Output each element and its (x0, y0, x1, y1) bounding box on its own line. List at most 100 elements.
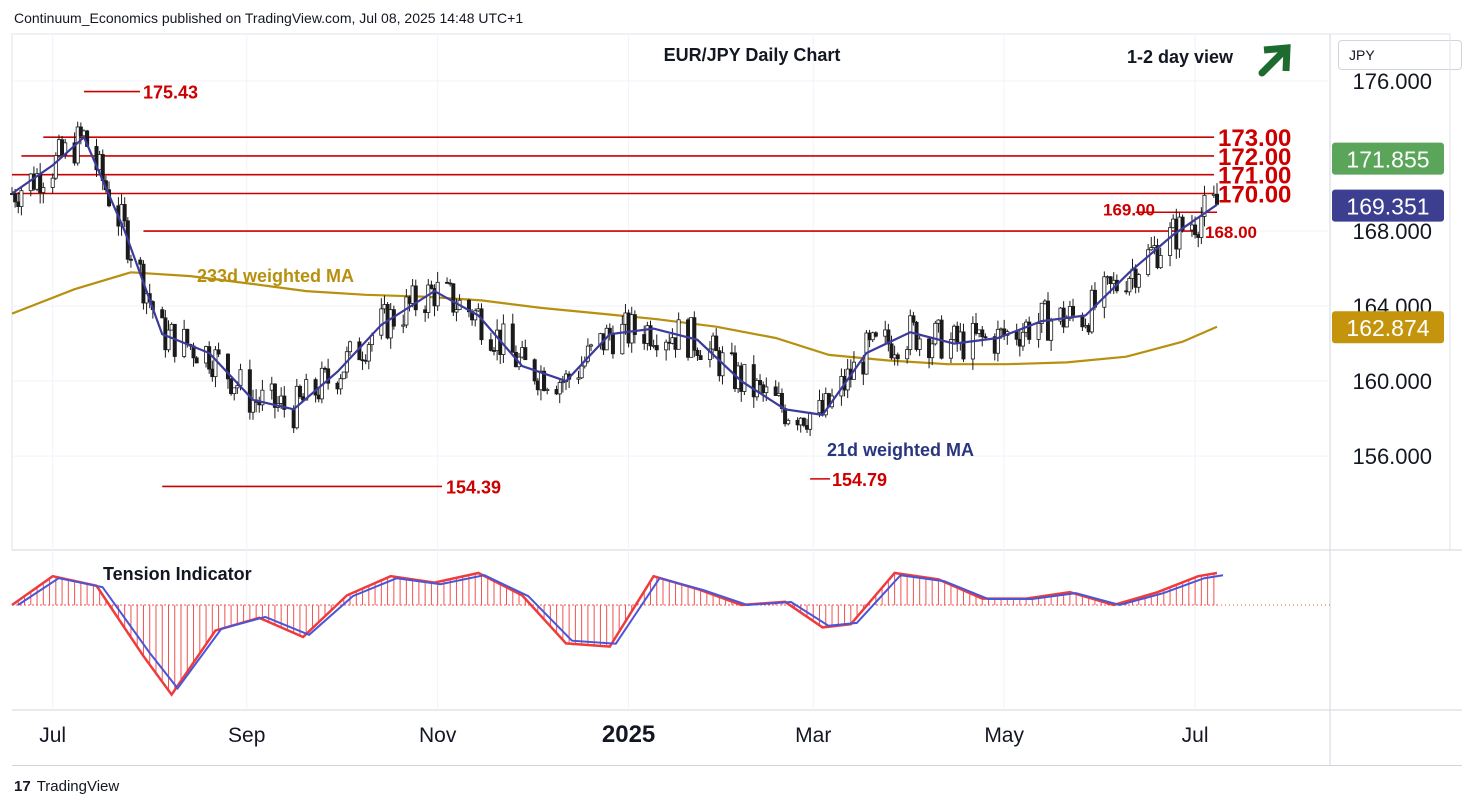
candle-body (41, 187, 46, 193)
candle-body (1086, 325, 1091, 333)
candle-body (554, 388, 559, 395)
candle-body (1177, 216, 1182, 250)
candle-body (448, 282, 453, 285)
candle-body (297, 385, 302, 398)
x-tick-label: Jul (39, 724, 66, 747)
candle-body (272, 383, 277, 408)
candle-body (413, 285, 418, 311)
candle-body (761, 384, 766, 394)
candle-body (16, 201, 21, 207)
price-badge (1332, 311, 1444, 344)
candle-body (338, 378, 343, 390)
candle-body (670, 337, 675, 344)
candle-body (1168, 227, 1173, 256)
level-label: 171.00 (1218, 163, 1291, 190)
candle-body (958, 331, 963, 344)
price-badge (1332, 142, 1444, 175)
candle-body (1036, 323, 1041, 340)
candle-body (1124, 290, 1129, 293)
candle-body (335, 382, 340, 390)
candle-body (714, 335, 719, 352)
level-label: 170.00 (1218, 181, 1291, 208)
candle-body (210, 368, 215, 378)
candle-body (523, 347, 528, 361)
candle-body (388, 309, 393, 339)
candle-body (983, 336, 988, 339)
candle-body (491, 350, 496, 352)
candle-body (1193, 224, 1198, 236)
candle-body (1111, 279, 1116, 285)
candle-body (873, 332, 878, 337)
candle-body (654, 345, 659, 351)
candle-body (260, 389, 265, 406)
candle-body (1171, 218, 1176, 229)
candle-body (560, 381, 565, 384)
candle-body (404, 296, 409, 326)
candle-body (911, 315, 916, 323)
price-badge-label: 169.351 (1346, 194, 1429, 220)
tension-line-slow (17, 574, 1224, 690)
candle-body (476, 308, 481, 312)
candle-body (229, 378, 234, 395)
price-badge-label: 162.874 (1346, 315, 1429, 341)
candle-body (808, 412, 813, 430)
candle-body (542, 370, 547, 391)
x-tick-label: Mar (795, 724, 831, 747)
level-label: 168.00 (1205, 223, 1257, 242)
candle-body (795, 419, 800, 426)
candle-body (861, 361, 866, 375)
candle-body (122, 204, 127, 222)
candle-body (1039, 302, 1044, 324)
x-tick-label: Jul (1182, 724, 1209, 747)
candle-body (216, 349, 221, 355)
currency-selector[interactable]: JPY (1338, 40, 1462, 70)
candle-body (1215, 193, 1220, 205)
candle-body (13, 193, 18, 203)
candle-body (995, 328, 1000, 354)
arrow-shaft (1258, 47, 1288, 77)
candle-body (999, 328, 1004, 331)
candle-body (60, 139, 65, 156)
candle-body (466, 299, 471, 313)
candle-body (401, 324, 406, 327)
candle-body (410, 285, 415, 304)
candle-body (557, 382, 562, 395)
candle-body (801, 417, 806, 426)
candle-body (194, 357, 199, 364)
publisher-line: Continuum_Economics published on Trading… (14, 10, 524, 26)
ma-21-layer (11, 135, 1218, 417)
candle-body (754, 380, 759, 398)
candle-body (764, 386, 769, 394)
candle-body (213, 349, 218, 378)
candle-body (629, 314, 634, 344)
candle-body (238, 369, 243, 387)
candle-body (1211, 193, 1216, 196)
candle-body (974, 323, 979, 334)
candle-body (423, 309, 428, 313)
candle-body (204, 346, 209, 364)
candle-body (341, 371, 346, 380)
candle-body (1014, 331, 1019, 340)
candle-body (917, 338, 922, 350)
candle-body (977, 329, 982, 334)
candle-body (651, 345, 656, 347)
candle-body (952, 325, 957, 340)
candle-body (648, 325, 653, 347)
candle-body (623, 312, 628, 325)
candle-body (1202, 194, 1207, 217)
candle-body (379, 308, 384, 336)
candle-body (304, 379, 309, 401)
candle-body (1189, 224, 1194, 231)
candle-body (698, 355, 703, 361)
candle-body (138, 259, 143, 265)
candle-body (1108, 276, 1113, 285)
candle-body (667, 341, 672, 344)
candle-body (160, 309, 165, 319)
candle-body (914, 321, 919, 350)
candle-body (232, 387, 237, 395)
candle-body (1136, 274, 1141, 288)
candle-body (955, 325, 960, 344)
candle-body (717, 350, 722, 377)
candle-body (751, 364, 756, 398)
